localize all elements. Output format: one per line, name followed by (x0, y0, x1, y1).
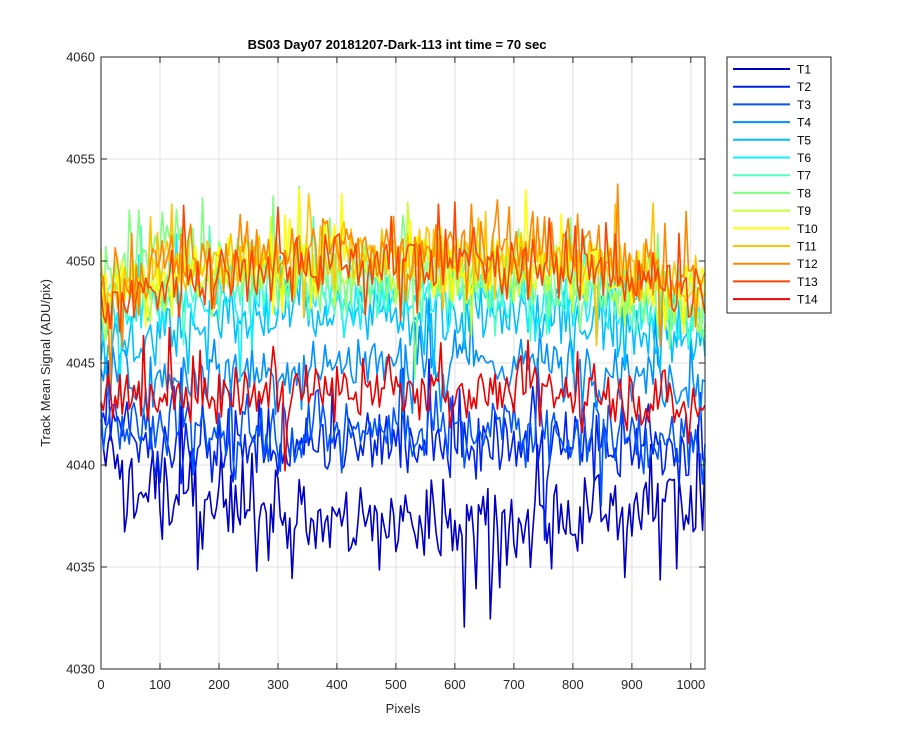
x-tick-label: 300 (267, 677, 289, 692)
legend-label-t13: T13 (797, 275, 818, 289)
y-tick-label: 4060 (66, 50, 95, 65)
series-line-t8 (100, 185, 706, 380)
grid (100, 56, 705, 670)
x-axis-label: Pixels (386, 701, 421, 716)
x-tick-label: 600 (444, 677, 466, 692)
y-tick-label: 4045 (66, 356, 95, 371)
x-tick-label: 500 (385, 677, 407, 692)
series-line-t1 (100, 399, 706, 628)
series-line-t13 (100, 201, 706, 333)
legend-label-t8: T8 (797, 186, 811, 200)
series-line-t14 (100, 326, 706, 472)
axis-ticks: 0 100 200 300 400 500 600 700 800 900 1000 4030 4035… (66, 50, 705, 693)
legend: T1 T2 T3 T4 T5 T6 T7 T8 T9 T10 T11 T12 T13 T14 (726, 56, 832, 314)
x-tick-label: 400 (326, 677, 348, 692)
y-tick-label: 4040 (66, 458, 95, 473)
legend-label-t14: T14 (797, 293, 818, 307)
legend-label-t3: T3 (797, 98, 811, 112)
y-tick-label: 4055 (66, 152, 95, 167)
legend-label-t5: T5 (797, 133, 811, 147)
x-tick-label: 200 (208, 677, 230, 692)
x-tick-label: 0 (97, 677, 104, 692)
series-lines (100, 183, 706, 628)
legend-label-t6: T6 (797, 151, 811, 165)
series-line-t4 (100, 298, 706, 422)
x-tick-label: 1000 (676, 677, 705, 692)
legend-box (726, 56, 832, 314)
x-tick-label: 800 (562, 677, 584, 692)
x-tick-label: 700 (503, 677, 525, 692)
x-tick-label: 100 (149, 677, 171, 692)
legend-label-t12: T12 (797, 257, 818, 271)
legend-label-t7: T7 (797, 169, 811, 183)
chart-title: BS03 Day07 20181207-Dark-113 int time = … (248, 37, 547, 52)
legend-label-t11: T11 (797, 240, 817, 254)
legend-label-t4: T4 (797, 116, 811, 130)
series-line-t5 (100, 247, 706, 376)
y-tick-label: 4050 (66, 254, 95, 269)
legend-label-t9: T9 (797, 204, 811, 218)
legend-label-t1: T1 (797, 63, 811, 77)
y-tick-label: 4035 (66, 560, 95, 575)
legend-label-t10: T10 (797, 222, 818, 236)
legend-label-t2: T2 (797, 80, 811, 94)
x-tick-label: 900 (621, 677, 643, 692)
y-axis-label: Track Mean Signal (ADU/pix) (38, 279, 53, 447)
y-tick-label: 4030 (66, 662, 95, 677)
series-line-t6 (100, 233, 706, 397)
